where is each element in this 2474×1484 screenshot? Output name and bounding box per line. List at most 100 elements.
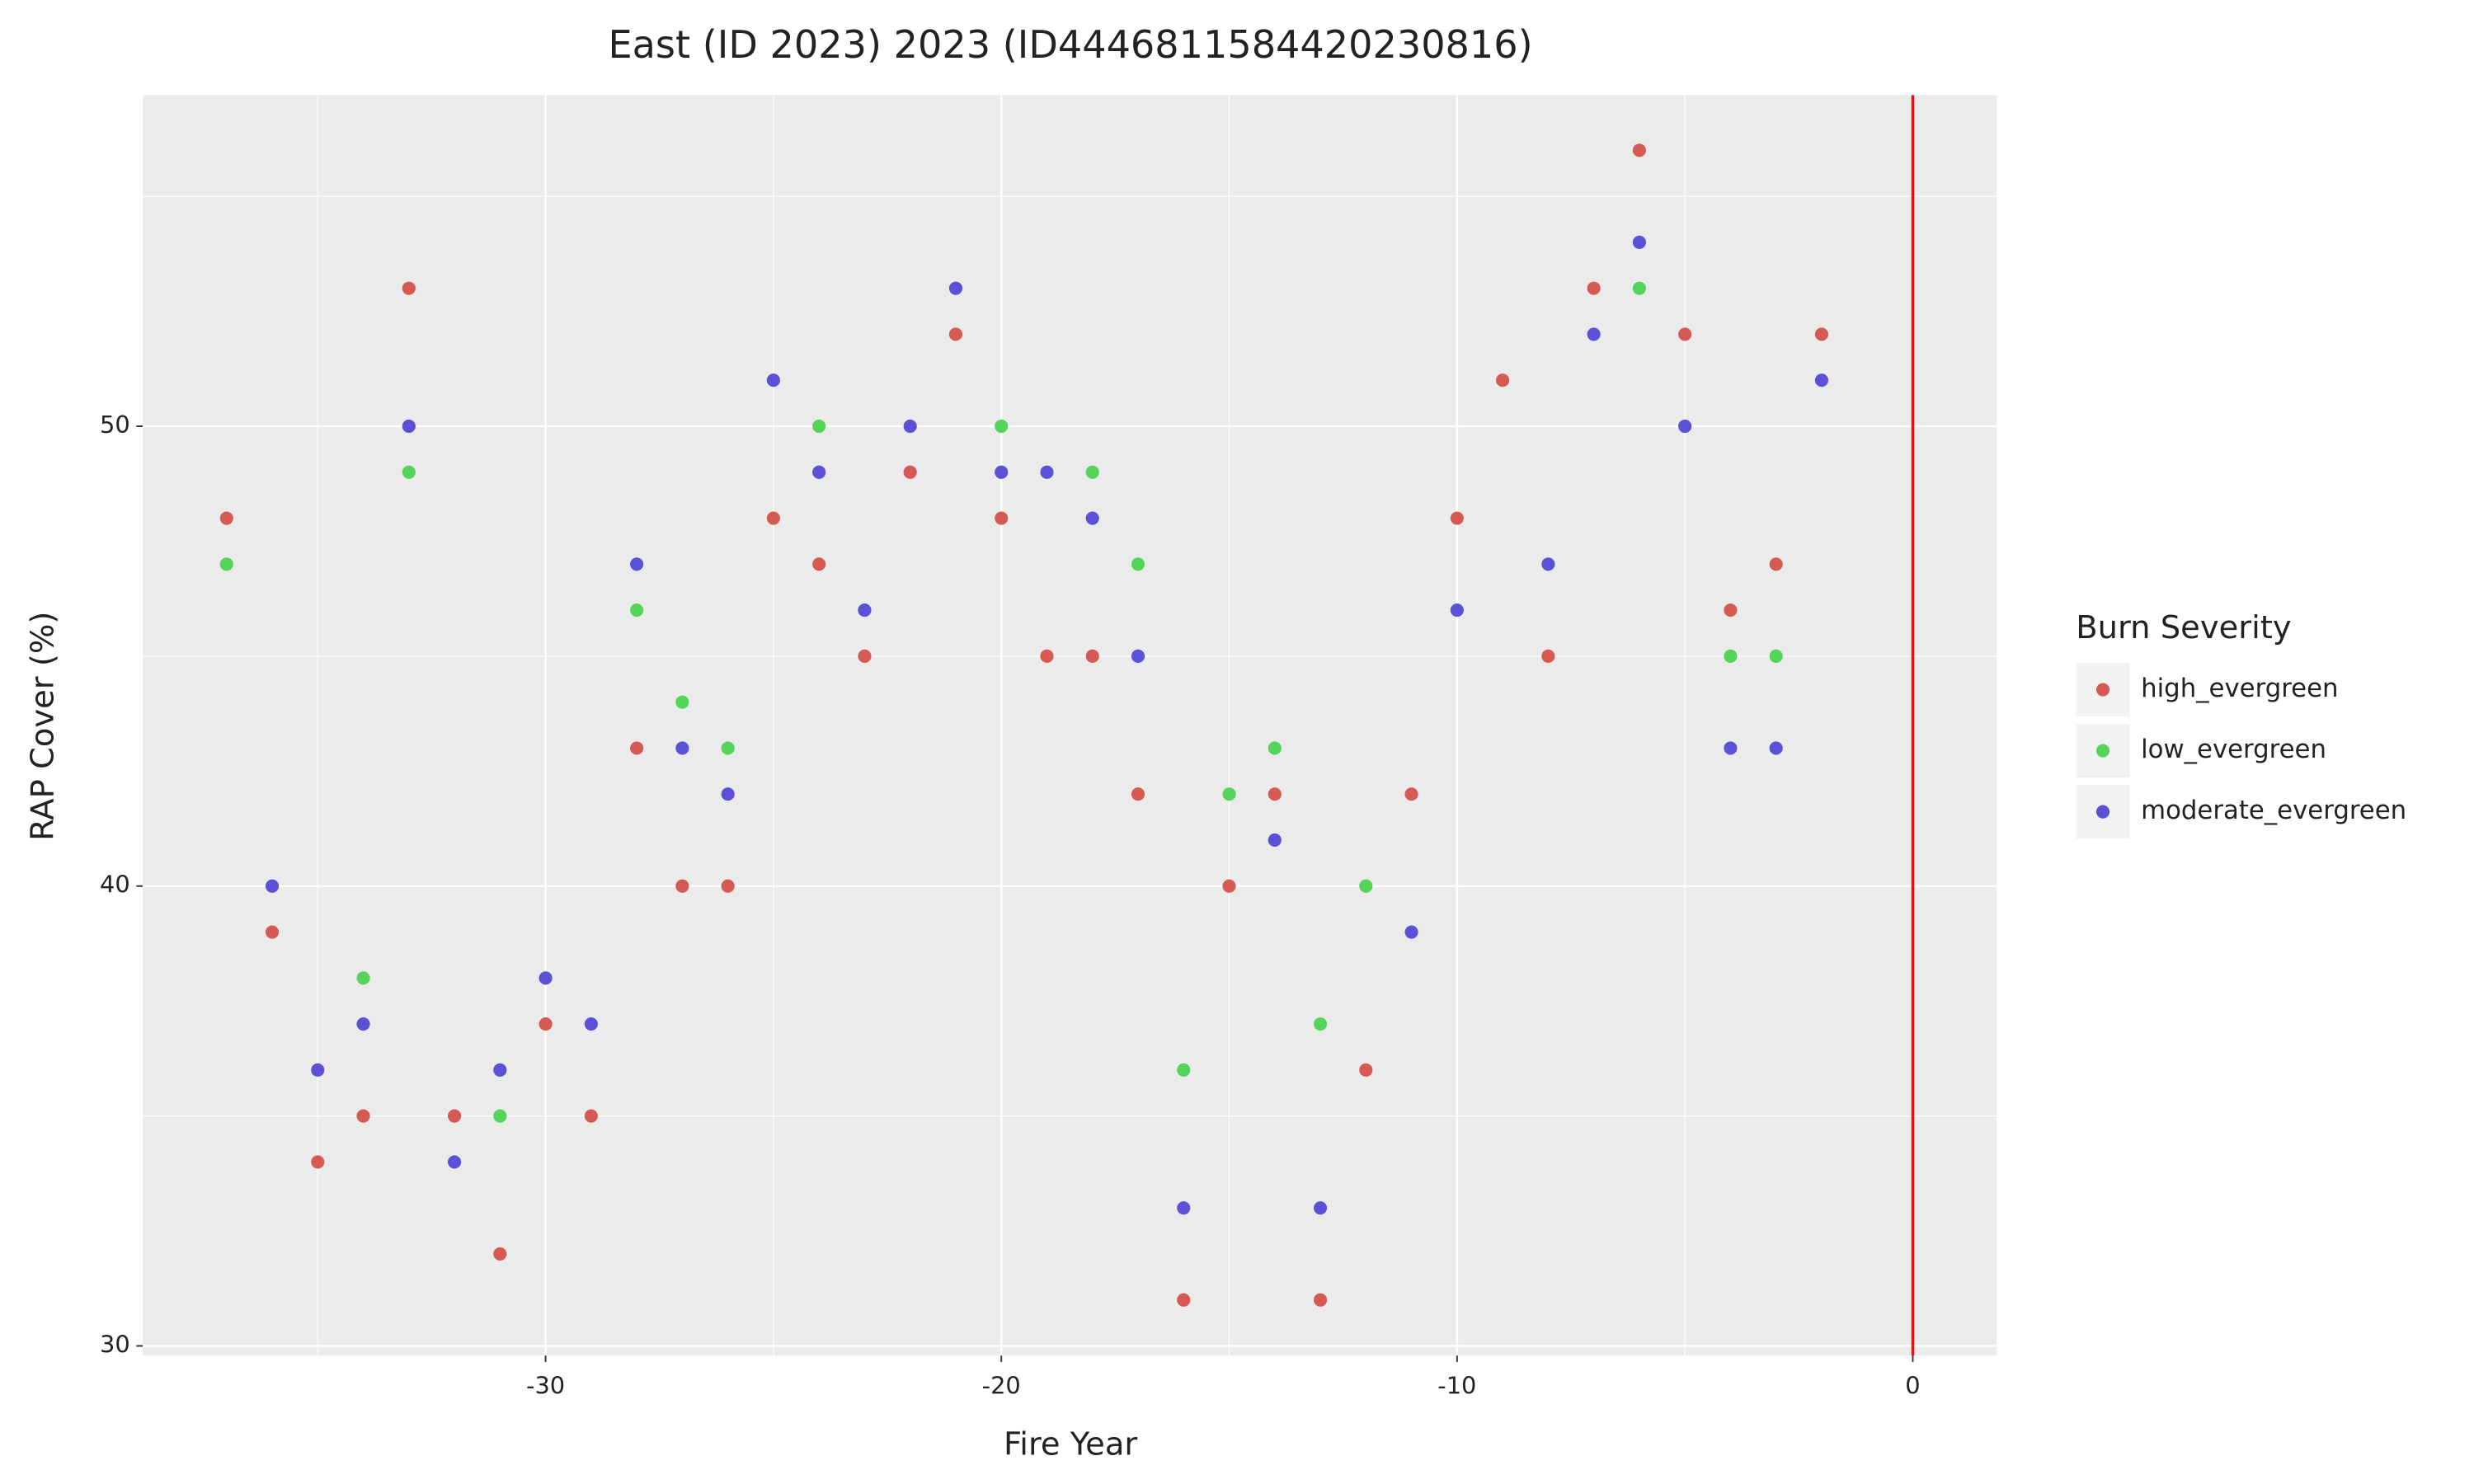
y-tick-label: 30 [100,1331,130,1359]
point [721,787,735,801]
point [1085,649,1099,663]
point [1222,787,1236,801]
point [1268,741,1282,755]
point [1587,281,1601,295]
point [858,649,872,663]
legend-marker [2095,683,2110,697]
point [1724,603,1738,618]
point [1632,235,1646,249]
point [1313,1017,1328,1031]
x-axis-label: Fire Year [1004,1425,1137,1463]
point [675,879,689,893]
point [402,281,416,295]
point [1177,1063,1191,1077]
point [1359,1063,1373,1077]
point [812,557,826,571]
point [584,1109,598,1123]
point [356,1017,370,1031]
point [1450,603,1464,618]
point [265,925,280,939]
chart-title: East (ID 2023) 2023 (ID44468115844202308… [609,22,1533,67]
point [447,1155,462,1169]
point [493,1063,507,1077]
point [948,281,963,295]
point [1085,511,1099,525]
point [995,419,1009,434]
point [630,741,644,755]
point [493,1109,507,1123]
point [1040,649,1054,663]
point [995,465,1009,479]
point [219,557,233,571]
point [1404,925,1418,939]
point [1222,879,1236,893]
point [1632,281,1646,295]
x-tick-label: 0 [1905,1372,1920,1400]
point [1404,787,1418,801]
point [630,557,644,571]
point [1724,649,1738,663]
legend-title: Burn Severity [2076,609,2291,646]
point [812,419,826,434]
legend-marker [2095,744,2110,758]
legend-label: high_evergreen [2141,674,2338,703]
point [584,1017,598,1031]
point [675,695,689,709]
point [1541,649,1555,663]
legend-label: low_evergreen [2141,735,2326,764]
point [1450,511,1464,525]
point [493,1247,507,1261]
point [402,419,416,434]
point [766,511,780,525]
panel [143,95,1997,1356]
point [721,879,735,893]
point [1085,465,1099,479]
point [948,327,963,341]
point [1177,1201,1191,1215]
point [402,465,416,479]
x-tick-label: -10 [1437,1372,1476,1400]
y-tick-label: 40 [100,871,130,899]
point [721,741,735,755]
x-tick-label: -20 [982,1372,1021,1400]
point [1177,1293,1191,1307]
point [311,1155,325,1169]
point [1632,143,1646,157]
y-tick-label: 50 [100,411,130,439]
point [1814,327,1829,341]
point [356,971,370,985]
point [1131,557,1145,571]
point [1131,649,1145,663]
point [903,465,917,479]
point [1541,557,1555,571]
point [1769,741,1783,755]
point [1496,373,1510,387]
point [1678,327,1692,341]
point [539,1017,553,1031]
point [265,879,280,893]
point [1040,465,1054,479]
point [1359,879,1373,893]
point [1678,419,1692,434]
legend-marker [2095,805,2110,819]
point [903,419,917,434]
point [1769,649,1783,663]
point [1268,787,1282,801]
point [812,465,826,479]
point [539,971,553,985]
point [995,511,1009,525]
point [1313,1293,1328,1307]
point [1131,787,1145,801]
point [675,741,689,755]
point [766,373,780,387]
point [356,1109,370,1123]
point [1724,741,1738,755]
x-tick-label: -30 [526,1372,565,1400]
point [1814,373,1829,387]
legend-label: moderate_evergreen [2141,796,2406,825]
point [1769,557,1783,571]
point [219,511,233,525]
point [311,1063,325,1077]
